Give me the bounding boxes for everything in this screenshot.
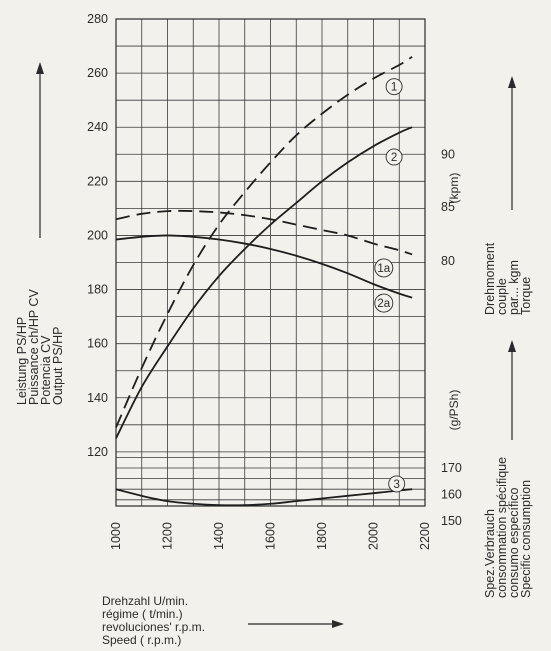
grid — [116, 19, 425, 506]
series-label-1: 1 — [391, 82, 397, 94]
left-axis-title: Leistung PS/HP Puissance ch/HP CV Potenc… — [15, 62, 65, 405]
consumption-unit-label: (g/PSh) — [447, 390, 461, 431]
plot-frame — [115, 18, 426, 507]
x-axis-title: Drehzahl U/min. régime ( t/min.) revoluc… — [102, 594, 344, 647]
consumption-label-4: Specific consumption — [519, 480, 533, 598]
y-torque-tick-label: 85 — [441, 200, 455, 214]
series-line-2a — [115, 234, 413, 299]
torque-label-4: Torque — [519, 277, 533, 315]
left-axis-label-4: Output PS/HP — [51, 326, 65, 405]
torque-axis-arrowhead — [508, 76, 516, 88]
series-label-3: 3 — [393, 479, 399, 491]
series-label-1a: 1a — [377, 263, 390, 275]
series-marker-2a — [374, 293, 394, 313]
x-tick-label: 1400 — [212, 522, 226, 550]
y-left-tick-label: 260 — [87, 66, 108, 80]
left-axis-label-2: Puissance ch/HP CV — [27, 289, 41, 405]
series-line-1 — [115, 56, 413, 428]
torque-label-2: couple — [495, 278, 509, 315]
torque-label-3: par... kgm — [507, 260, 521, 315]
series-marker-1 — [385, 78, 403, 96]
x-axis-arrowhead — [332, 620, 344, 628]
y-consumption-tick-label: 170 — [441, 461, 462, 475]
torque-axis-title: (kpm) Drehmoment couple par... kgm Torqu… — [447, 76, 533, 315]
x-tick-label: 1600 — [264, 522, 278, 550]
y-left-tick-label: 160 — [87, 337, 108, 351]
x-axis-label-2: régime ( t/min.) — [102, 607, 183, 621]
x-axis-label-1: Drehzahl U/min. — [102, 594, 188, 608]
consumption-label-2: consommation spécifique — [495, 457, 509, 598]
series-marker-1a — [374, 258, 394, 278]
torque-unit-label: (kpm) — [447, 173, 461, 204]
series-marker-3 — [388, 475, 406, 493]
x-tick-label: 1200 — [161, 522, 175, 550]
series-label-2: 2 — [391, 152, 397, 164]
x-axis-label-4: Speed ( r.p.m.) — [102, 633, 181, 647]
y-left-tick-label: 180 — [87, 283, 108, 297]
series-marker-2 — [385, 148, 403, 166]
x-tick-label: 1000 — [109, 522, 123, 550]
y-consumption-tick-label: 160 — [441, 488, 462, 502]
x-tick-label: 2200 — [418, 522, 432, 550]
left-axis-arrowhead — [36, 62, 44, 74]
torque-label-1: Drehmoment — [483, 242, 497, 315]
consumption-axis-title: (g/PSh) Spez.Verbrauch consommation spéc… — [447, 340, 533, 598]
y-left-tick-label: 140 — [87, 391, 108, 405]
y-left-tick-label: 120 — [87, 445, 108, 459]
labels: 120 140 160 180 200 220 240 260 280 80 85 90 150 160 1… — [87, 12, 462, 550]
y-left-tick-label: 280 — [87, 12, 108, 26]
left-axis-label-3: Potencia CV — [39, 335, 53, 405]
left-axis-label-1: Leistung PS/HP — [15, 317, 29, 405]
y-torque-tick-label: 90 — [441, 147, 455, 161]
series-line-2 — [115, 126, 413, 439]
series-line-1a — [115, 209, 413, 256]
y-left-tick-label: 200 — [87, 228, 108, 242]
consumption-label-3: consumo específico — [507, 487, 521, 598]
consumption-label-1: Spez.Verbrauch — [483, 509, 497, 598]
x-axis-label-3: revoluciones' r.p.m. — [102, 620, 205, 634]
series-line-3 — [115, 488, 413, 507]
x-tick-label: 1800 — [315, 522, 329, 550]
y-consumption-tick-label: 150 — [441, 514, 462, 528]
y-torque-tick-label: 80 — [441, 254, 455, 268]
curves — [115, 56, 413, 507]
x-tick-label: 2000 — [367, 522, 381, 550]
y-left-tick-label: 240 — [87, 120, 108, 134]
y-left-tick-label: 220 — [87, 174, 108, 188]
consumption-axis-arrowhead — [508, 340, 516, 352]
series-label-2a: 2a — [377, 298, 390, 310]
